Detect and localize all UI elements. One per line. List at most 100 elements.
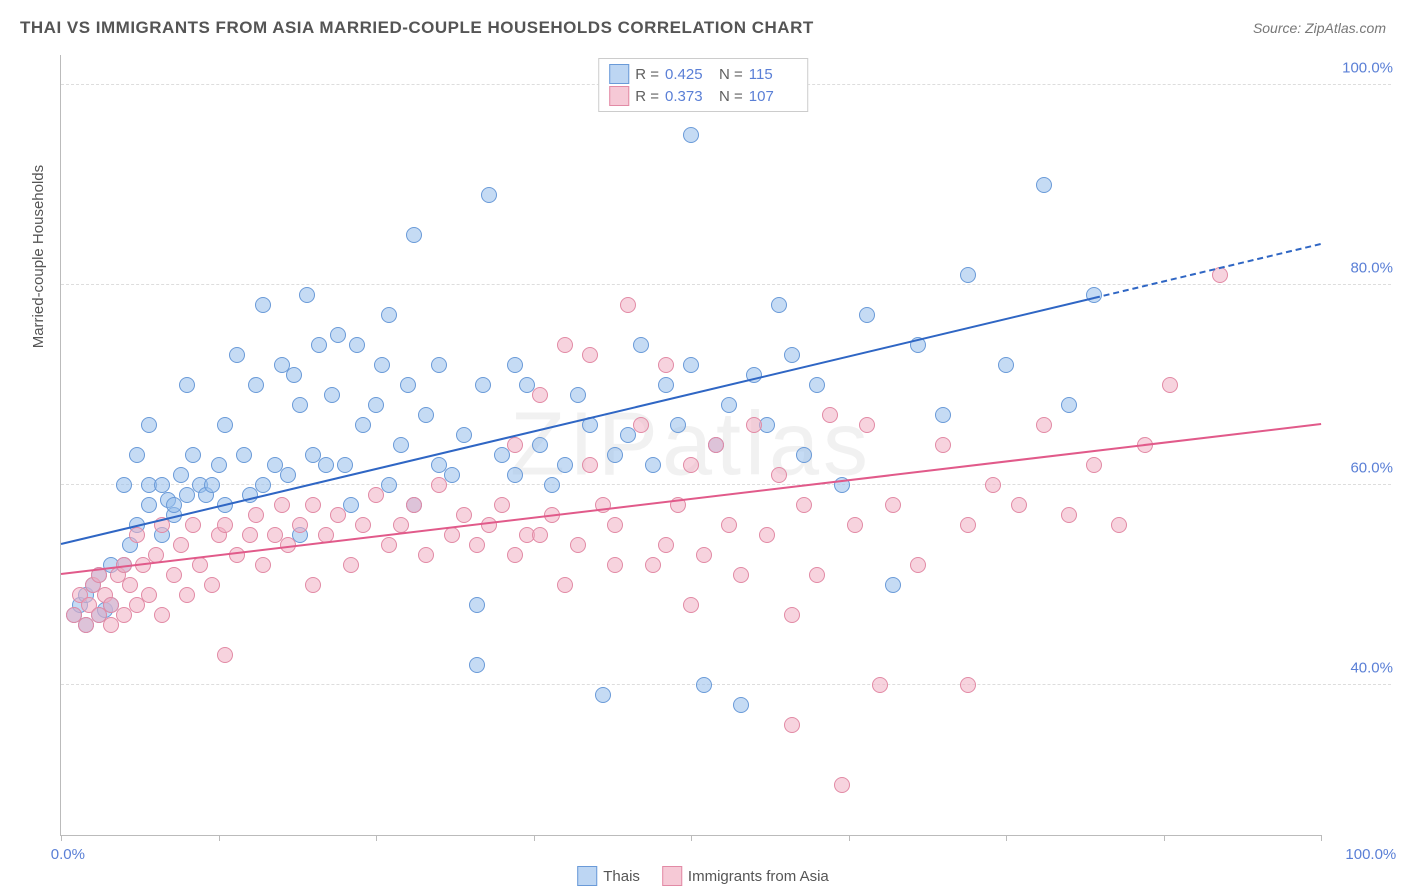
scatter-point xyxy=(1036,177,1052,193)
scatter-point xyxy=(418,547,434,563)
scatter-point xyxy=(822,407,838,423)
scatter-point xyxy=(607,517,623,533)
scatter-point xyxy=(658,377,674,393)
scatter-point xyxy=(733,697,749,713)
scatter-point xyxy=(570,537,586,553)
scatter-point xyxy=(469,537,485,553)
scatter-point xyxy=(248,377,264,393)
scatter-point xyxy=(570,387,586,403)
r-value: 0.425 xyxy=(665,66,713,83)
x-tick xyxy=(219,835,220,841)
scatter-point xyxy=(255,477,271,493)
scatter-point xyxy=(582,457,598,473)
scatter-point xyxy=(456,427,472,443)
scatter-point xyxy=(532,527,548,543)
scatter-point xyxy=(255,557,271,573)
scatter-point xyxy=(299,287,315,303)
scatter-point xyxy=(985,477,1001,493)
scatter-point xyxy=(274,497,290,513)
watermark: ZIPatlas xyxy=(510,394,872,497)
scatter-point xyxy=(217,647,233,663)
stat-legend: R =0.425N =115R =0.373N =107 xyxy=(598,58,808,112)
n-value: 107 xyxy=(749,88,797,105)
scatter-point xyxy=(796,447,812,463)
scatter-point xyxy=(645,557,661,573)
scatter-point xyxy=(154,607,170,623)
scatter-point xyxy=(179,377,195,393)
scatter-point xyxy=(192,557,208,573)
legend-swatch xyxy=(662,866,682,886)
scatter-point xyxy=(809,377,825,393)
y-tick-label: 60.0% xyxy=(1350,460,1393,477)
scatter-point xyxy=(481,187,497,203)
scatter-point xyxy=(406,497,422,513)
scatter-point xyxy=(469,597,485,613)
scatter-point xyxy=(796,497,812,513)
scatter-point xyxy=(1011,497,1027,513)
scatter-point xyxy=(721,517,737,533)
x-tick xyxy=(534,835,535,841)
n-value: 115 xyxy=(749,66,797,83)
n-label: N = xyxy=(719,88,743,105)
scatter-point xyxy=(507,467,523,483)
scatter-point xyxy=(683,457,699,473)
scatter-point xyxy=(582,347,598,363)
scatter-point xyxy=(311,337,327,353)
scatter-point xyxy=(255,297,271,313)
x-tick-label: 0.0% xyxy=(51,846,85,863)
scatter-point xyxy=(406,227,422,243)
scatter-point xyxy=(122,577,138,593)
scatter-point xyxy=(532,437,548,453)
scatter-point xyxy=(847,517,863,533)
scatter-point xyxy=(532,387,548,403)
scatter-point xyxy=(236,447,252,463)
scatter-point xyxy=(507,437,523,453)
scatter-point xyxy=(456,507,472,523)
scatter-point xyxy=(141,417,157,433)
scatter-point xyxy=(1061,397,1077,413)
x-tick xyxy=(691,835,692,841)
y-tick-label: 80.0% xyxy=(1350,260,1393,277)
scatter-point xyxy=(141,587,157,603)
scatter-point xyxy=(885,577,901,593)
scatter-point xyxy=(481,517,497,533)
scatter-point xyxy=(381,537,397,553)
legend-label: Immigrants from Asia xyxy=(688,868,829,885)
scatter-point xyxy=(507,547,523,563)
scatter-point xyxy=(400,377,416,393)
scatter-point xyxy=(834,777,850,793)
scatter-point xyxy=(217,517,233,533)
n-label: N = xyxy=(719,66,743,83)
scatter-point xyxy=(173,537,189,553)
legend-swatch xyxy=(577,866,597,886)
grid-line xyxy=(61,284,1391,285)
r-label: R = xyxy=(635,88,659,105)
legend-swatch xyxy=(609,86,629,106)
plot-area: ZIPatlas 40.0%60.0%80.0%100.0%0.0%100.0% xyxy=(60,55,1321,836)
scatter-point xyxy=(633,417,649,433)
scatter-point xyxy=(960,677,976,693)
scatter-point xyxy=(393,517,409,533)
scatter-point xyxy=(607,447,623,463)
scatter-point xyxy=(229,547,245,563)
scatter-point xyxy=(771,467,787,483)
x-tick xyxy=(849,835,850,841)
scatter-point xyxy=(305,497,321,513)
scatter-point xyxy=(859,307,875,323)
scatter-point xyxy=(1111,517,1127,533)
scatter-point xyxy=(696,547,712,563)
scatter-point xyxy=(381,307,397,323)
scatter-point xyxy=(280,467,296,483)
x-tick xyxy=(1006,835,1007,841)
scatter-point xyxy=(784,607,800,623)
y-tick-label: 40.0% xyxy=(1350,660,1393,677)
grid-line xyxy=(61,684,1391,685)
scatter-point xyxy=(173,467,189,483)
scatter-point xyxy=(645,457,661,473)
scatter-point xyxy=(355,417,371,433)
x-tick xyxy=(376,835,377,841)
scatter-point xyxy=(129,447,145,463)
scatter-point xyxy=(683,597,699,613)
scatter-point xyxy=(242,527,258,543)
scatter-point xyxy=(557,457,573,473)
